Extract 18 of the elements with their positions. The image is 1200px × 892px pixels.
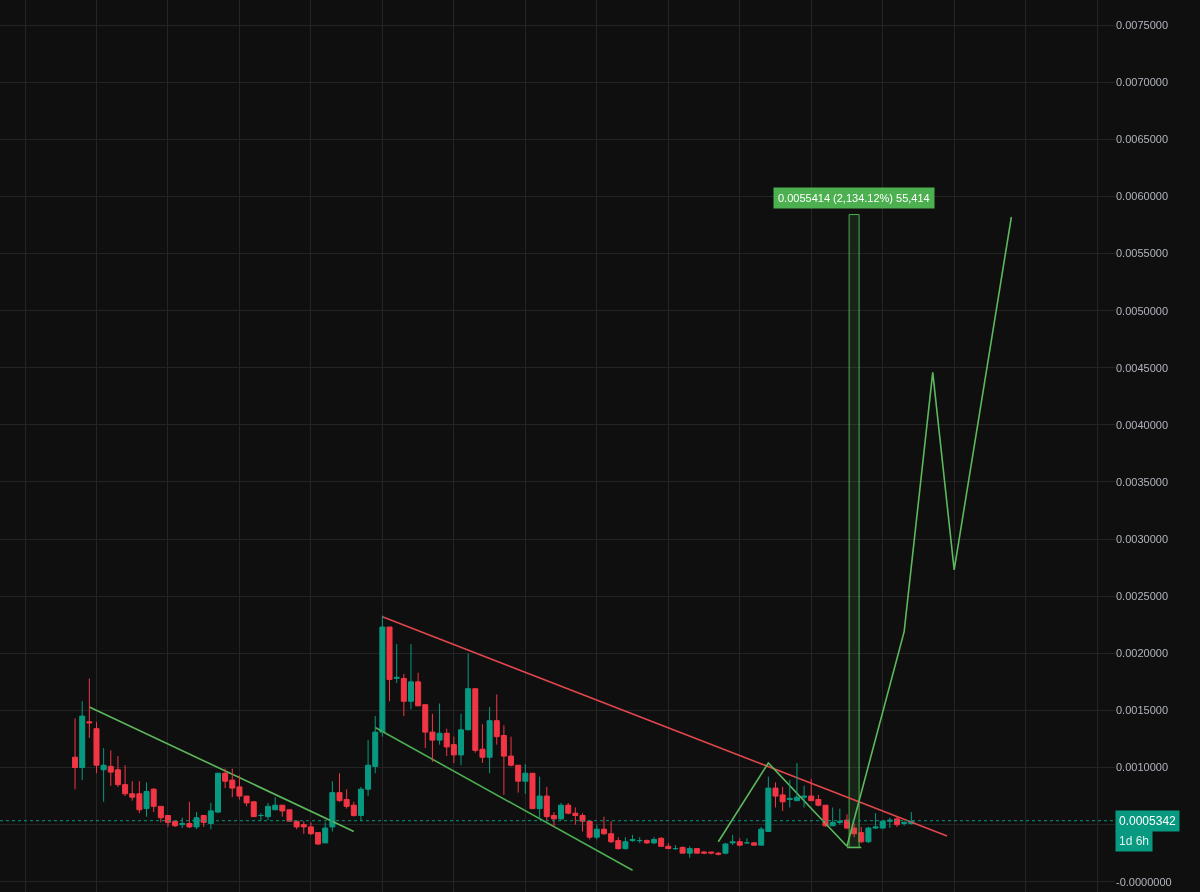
y-tick-label: 0.0065000 <box>1116 133 1168 146</box>
y-tick-label: 0.0025000 <box>1116 590 1168 603</box>
y-tick-label: 0.0020000 <box>1116 647 1168 660</box>
y-tick-label: 0.0010000 <box>1116 761 1168 774</box>
text: 1d 6h <box>1119 834 1150 848</box>
y-tick-label: 0.0075000 <box>1116 18 1168 31</box>
y-tick-label: 0.0055000 <box>1116 247 1168 260</box>
y-tick-label: 0.0045000 <box>1116 361 1168 374</box>
y-tick-label: 0.0050000 <box>1116 304 1168 317</box>
y-tick-label: 0.0060000 <box>1116 190 1168 203</box>
y-tick-label: 0.0040000 <box>1116 418 1168 431</box>
y-tick-label: 0.0030000 <box>1116 532 1168 545</box>
data-label: 0.0055414 (2,134.12%) 55,414 <box>778 192 930 204</box>
y-tick-label: 0.0070000 <box>1116 76 1168 89</box>
ref-line-label: 0.0005342 <box>1119 814 1177 828</box>
y-tick-label: -0.0000000 <box>1116 875 1172 888</box>
y-tick-label: 0.0015000 <box>1116 704 1168 717</box>
y-tick-label: 0.0035000 <box>1116 475 1168 488</box>
